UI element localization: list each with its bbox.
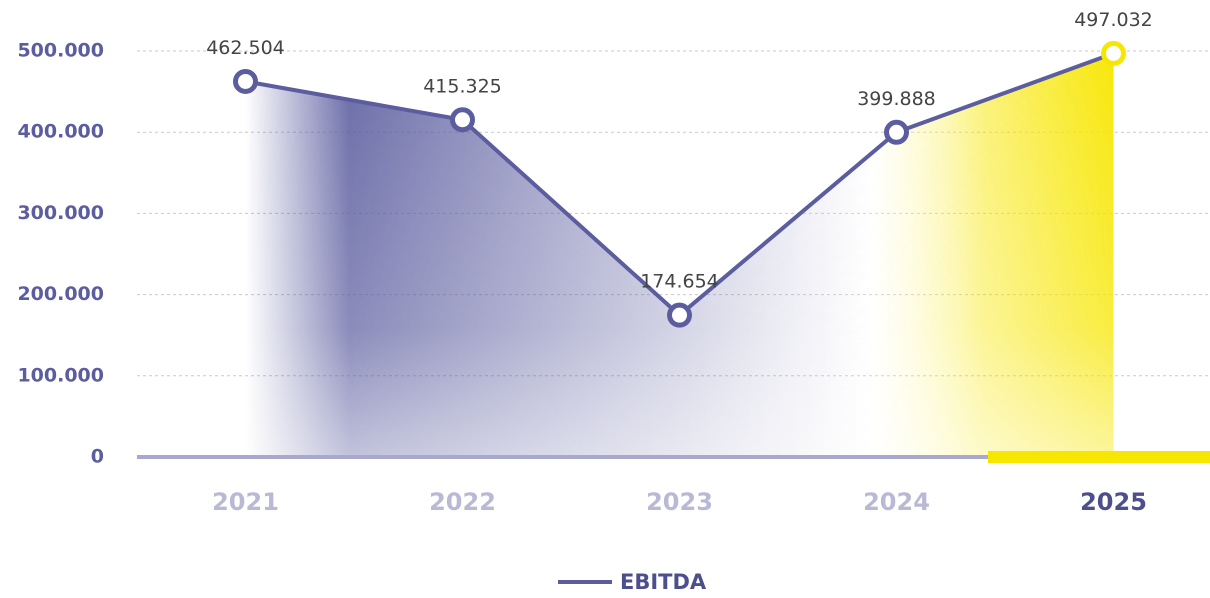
y-tick-label: 100.000 [17, 364, 104, 386]
y-tick-label: 400.000 [17, 121, 104, 143]
x-tick-label: 2025 [1080, 488, 1147, 516]
point [667, 302, 692, 328]
point [1101, 40, 1126, 66]
data-label: 174.654 [640, 271, 719, 293]
y-tick-label: 200.000 [17, 283, 104, 305]
x-tick-label: 2024 [863, 488, 930, 516]
data-label: 415.325 [423, 75, 502, 97]
y-tick-label: 300.000 [17, 202, 104, 224]
data-label: 399.888 [857, 88, 936, 110]
point [450, 107, 475, 133]
area [245, 53, 1114, 458]
point [884, 119, 909, 145]
x-tick-label: 2022 [429, 488, 496, 516]
legend-label: EBITDA [620, 570, 707, 594]
x-tick-label: 2023 [646, 488, 713, 516]
y-tick-label: 500.000 [17, 40, 104, 62]
y-tick-label: 0 [91, 446, 104, 468]
x-tick-label: 2021 [212, 488, 279, 516]
highlight-bar [988, 451, 1210, 463]
data-label: 497.032 [1074, 9, 1153, 31]
data-label: 462.504 [206, 37, 285, 59]
point [233, 68, 258, 94]
